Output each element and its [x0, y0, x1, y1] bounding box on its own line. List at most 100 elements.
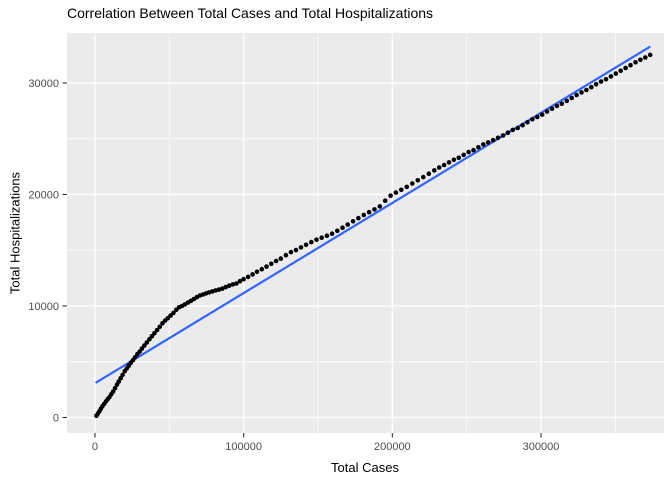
data-point: [226, 283, 232, 289]
data-point: [598, 79, 604, 84]
data-point: [451, 157, 457, 163]
data-point: [237, 278, 243, 284]
data-point: [298, 245, 304, 250]
data-point: [530, 117, 535, 122]
data-point: [618, 68, 623, 74]
data-point: [309, 239, 314, 245]
data-point: [241, 276, 246, 282]
data-point: [505, 130, 511, 135]
data-point: [245, 274, 251, 280]
data-point: [466, 149, 471, 155]
data-point: [366, 209, 372, 215]
data-point: [515, 125, 520, 131]
data-point: [372, 207, 377, 212]
x-axis-title: Total Cases: [331, 460, 399, 475]
x-tick-label: 200000: [374, 441, 411, 453]
data-point: [283, 252, 289, 258]
y-tick-label: 10000: [28, 301, 59, 313]
data-point: [120, 372, 125, 378]
data-point: [544, 109, 550, 114]
data-point: [623, 65, 628, 71]
data-point: [142, 343, 147, 348]
data-point: [314, 237, 319, 242]
data-point: [500, 133, 506, 138]
data-point: [628, 62, 633, 68]
data-point: [168, 313, 173, 318]
data-point: [230, 282, 236, 287]
data-point: [259, 266, 265, 272]
data-point: [273, 258, 279, 264]
data-point: [278, 256, 284, 261]
data-point: [539, 112, 545, 117]
data-point: [319, 235, 325, 240]
data-point: [535, 114, 540, 120]
data-point: [441, 162, 447, 168]
data-point: [569, 95, 574, 101]
data-point: [559, 101, 565, 106]
data-point: [234, 281, 239, 286]
data-point: [144, 340, 150, 345]
data-point: [643, 55, 648, 60]
data-point: [446, 160, 452, 165]
data-point: [254, 269, 260, 275]
data-point: [303, 242, 309, 248]
data-point: [633, 60, 638, 65]
data-point: [356, 215, 361, 221]
plot-title: Correlation Between Total Cases and Tota…: [67, 5, 434, 21]
data-point: [377, 204, 383, 209]
data-point: [152, 331, 157, 336]
data-point: [388, 193, 393, 198]
data-point: [329, 231, 335, 236]
data-point: [426, 171, 432, 176]
data-point: [293, 247, 299, 253]
data-point: [520, 122, 525, 128]
data-point: [485, 140, 491, 145]
data-point: [510, 127, 516, 133]
y-tick-label: 0: [53, 412, 59, 424]
data-point: [410, 181, 415, 186]
data-point: [324, 233, 330, 238]
data-point: [382, 198, 388, 203]
data-point: [593, 82, 599, 87]
data-point: [399, 187, 404, 193]
data-point: [415, 178, 421, 183]
data-point: [421, 174, 426, 180]
data-point: [264, 264, 269, 269]
data-point: [250, 272, 255, 277]
y-tick-label: 20000: [28, 189, 59, 201]
data-point: [471, 147, 476, 153]
data-point: [525, 120, 530, 125]
data-point: [112, 385, 118, 391]
data-point: [495, 135, 501, 141]
x-tick-label: 0: [92, 441, 98, 453]
data-point: [288, 249, 294, 255]
data-point: [613, 71, 619, 76]
x-tick-label: 300000: [523, 441, 560, 453]
data-point: [584, 87, 589, 93]
data-point: [393, 190, 399, 195]
data-point: [603, 77, 609, 82]
data-point: [564, 98, 570, 104]
data-point: [549, 106, 555, 111]
data-point: [335, 228, 340, 234]
data-point: [345, 222, 351, 227]
data-point: [361, 212, 367, 218]
y-tick-label: 30000: [28, 78, 59, 90]
data-point: [490, 137, 496, 143]
data-point: [589, 84, 594, 90]
data-point: [476, 145, 481, 150]
data-point: [647, 52, 653, 58]
data-point: [432, 168, 437, 173]
data-point: [350, 219, 356, 224]
data-point: [638, 57, 643, 63]
data-point: [171, 310, 176, 316]
x-tick-label: 100000: [225, 441, 262, 453]
data-point: [340, 225, 345, 230]
data-point: [269, 261, 274, 267]
data-point: [456, 155, 462, 161]
data-point: [157, 324, 163, 330]
data-point: [154, 327, 160, 333]
data-point: [116, 379, 121, 384]
